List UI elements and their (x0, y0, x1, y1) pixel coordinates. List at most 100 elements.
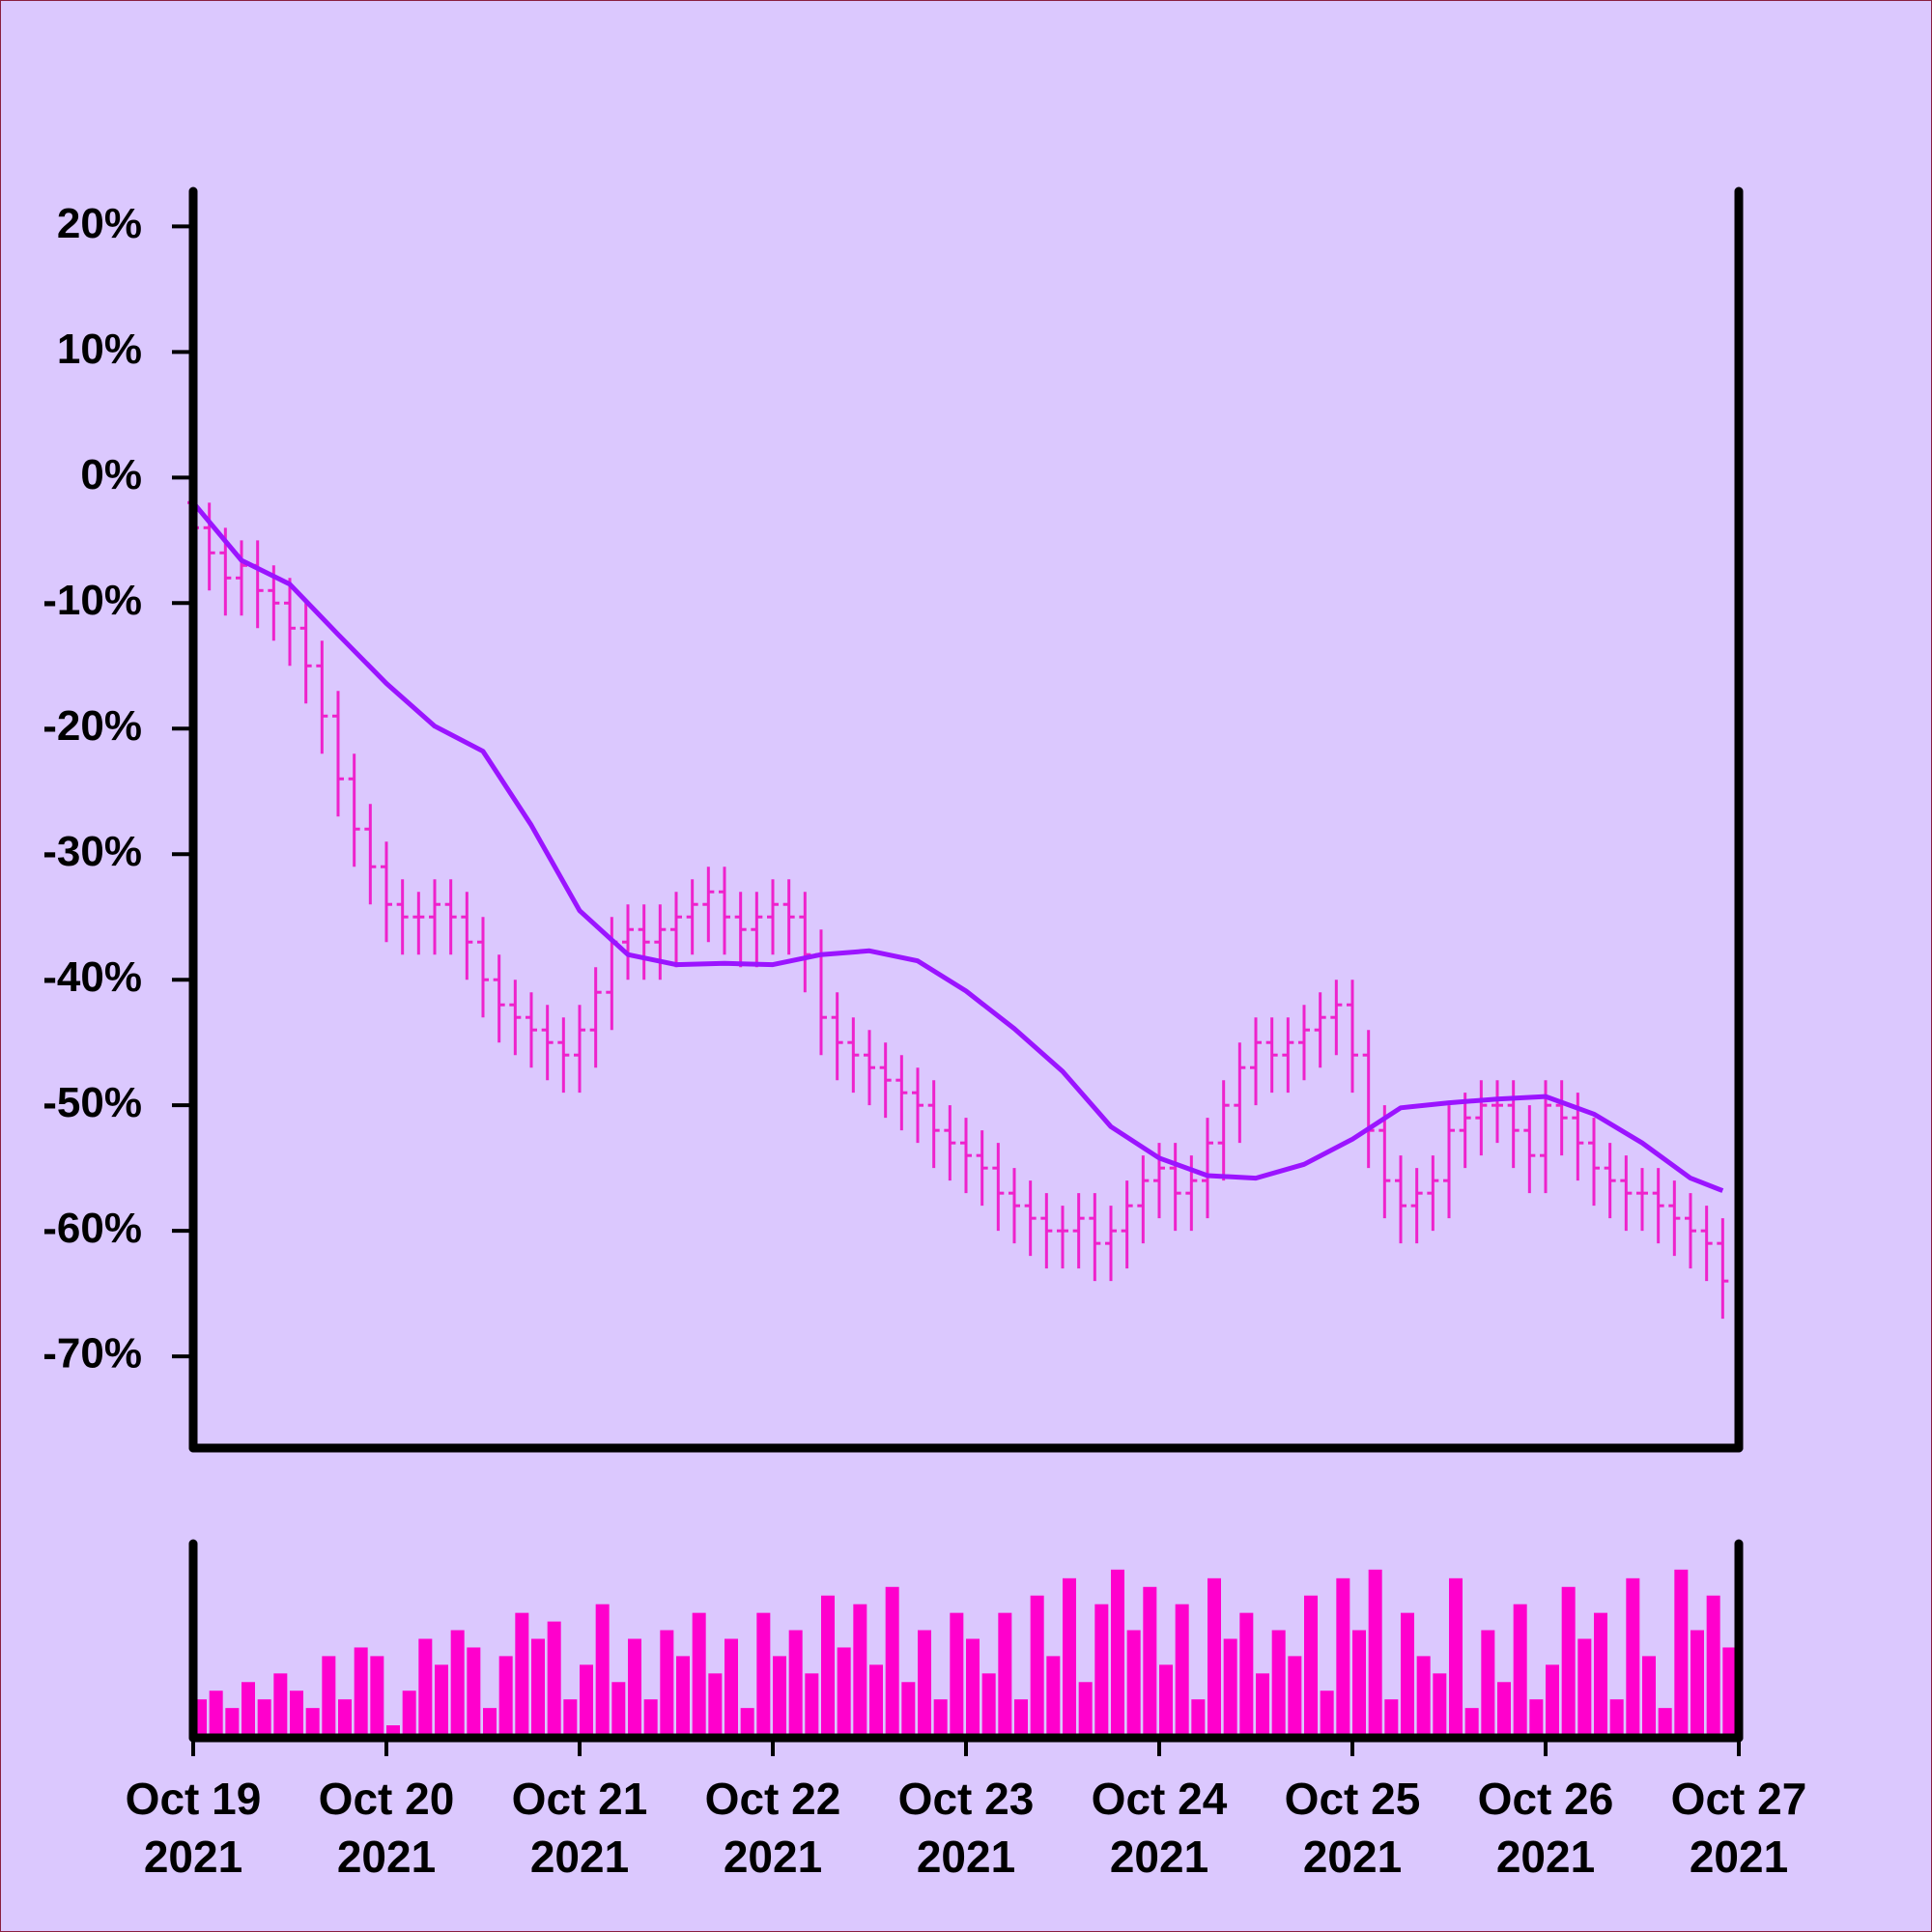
volume-bar (1143, 1586, 1157, 1734)
y-tick-label: 10% (57, 326, 142, 373)
volume-bar (1658, 1708, 1672, 1734)
volume-bar (225, 1708, 240, 1734)
volume-bar (1690, 1630, 1704, 1734)
volume-bar (724, 1638, 738, 1734)
volume-bar (869, 1664, 883, 1734)
volume-bar (563, 1699, 578, 1734)
volume-bar (692, 1612, 706, 1734)
volume-bar (1046, 1656, 1061, 1734)
volume-bar (966, 1638, 980, 1734)
volume-bar (981, 1673, 996, 1734)
volume-bar (950, 1612, 964, 1734)
y-tick-label: 20% (57, 200, 142, 247)
volume-bar (805, 1673, 819, 1734)
volume-bar (1014, 1699, 1028, 1734)
volume-bar (435, 1664, 448, 1734)
volume-bar (1561, 1586, 1576, 1734)
volume-bar (1239, 1612, 1254, 1734)
volume-bar (515, 1612, 529, 1734)
volume-bar (676, 1656, 690, 1734)
volume-bar (1481, 1630, 1495, 1734)
volume-bar (1352, 1630, 1366, 1734)
x-tick-year: 2021 (1496, 1832, 1595, 1882)
volume-bar (547, 1621, 561, 1734)
volume-bar (1722, 1647, 1737, 1734)
volume-bar (1304, 1595, 1318, 1734)
y-tick-label: -20% (43, 702, 142, 750)
volume-bar (628, 1638, 641, 1734)
y-tick-label: -70% (43, 1330, 142, 1378)
x-tick-label: Oct 20 (319, 1774, 455, 1824)
x-tick-label: Oct 22 (705, 1774, 841, 1824)
volume-bar (467, 1647, 481, 1734)
volume-bar (402, 1690, 416, 1734)
volume-bar (1030, 1595, 1044, 1734)
volume-bar (1706, 1595, 1720, 1734)
volume-bar (1497, 1682, 1511, 1734)
volume-bar (1320, 1690, 1334, 1734)
axes (188, 186, 1744, 1743)
volume-bar (837, 1647, 851, 1734)
volume-bar (1271, 1630, 1286, 1734)
volume-bar (1078, 1682, 1093, 1734)
y-tick-label: -50% (43, 1079, 142, 1126)
volume-bar (1111, 1569, 1124, 1734)
volume-bar (660, 1630, 674, 1734)
volume-bar (1384, 1699, 1399, 1734)
volume-bar (595, 1604, 610, 1734)
volume-bar (1594, 1612, 1607, 1734)
volume-bar (273, 1673, 288, 1734)
x-tick-label: Oct 19 (126, 1774, 262, 1824)
volume-bar (918, 1630, 931, 1734)
volume-bar (483, 1708, 497, 1734)
volume-bar (1626, 1577, 1640, 1734)
volume-bar (740, 1708, 754, 1734)
volume-bar (1529, 1699, 1544, 1734)
marks (172, 224, 1741, 1756)
x-tick-label: Oct 24 (1092, 1774, 1228, 1824)
volume-bar (290, 1690, 303, 1734)
volume-bar (1208, 1577, 1221, 1734)
y-tick-label: -10% (43, 577, 142, 624)
volume-bar (1288, 1656, 1302, 1734)
x-tick-label: Oct 26 (1478, 1774, 1614, 1824)
x-tick-year: 2021 (1690, 1832, 1788, 1882)
x-tick-label: Oct 23 (898, 1774, 1035, 1824)
moving-average-line (191, 500, 1724, 1193)
volume-bar (338, 1699, 352, 1734)
y-tick-label: -30% (43, 828, 142, 875)
volume-bar (853, 1604, 867, 1734)
x-tick-year: 2021 (724, 1832, 822, 1882)
y-tick-label: -60% (43, 1205, 142, 1252)
x-tick-label: Oct 25 (1285, 1774, 1421, 1824)
x-tick-label: Oct 21 (512, 1774, 648, 1824)
volume-bar (1159, 1664, 1173, 1734)
volume-bar (209, 1690, 223, 1734)
volume-bar (1336, 1577, 1350, 1734)
volume-bar (708, 1673, 723, 1734)
volume-bar (1674, 1569, 1689, 1734)
volume-bar (418, 1638, 433, 1734)
volume-bar (933, 1699, 948, 1734)
volume-bar (1546, 1664, 1559, 1734)
x-tick-year: 2021 (144, 1832, 242, 1882)
volume-bar (643, 1699, 658, 1734)
volume-bar (531, 1638, 545, 1734)
x-tick-year: 2021 (337, 1832, 436, 1882)
volume-bar (1416, 1656, 1431, 1734)
volume-bar (1094, 1604, 1109, 1734)
volume-bar (386, 1725, 400, 1734)
x-tick-label: Oct 27 (1671, 1774, 1807, 1824)
volume-bar (305, 1708, 320, 1734)
volume-bar (901, 1682, 916, 1734)
volume-bar (998, 1612, 1012, 1734)
volume-bar (498, 1656, 513, 1734)
y-tick-label: -40% (43, 953, 142, 1001)
volume-bar (1368, 1569, 1382, 1734)
volume-bar (1449, 1577, 1463, 1734)
volume-bar (788, 1630, 803, 1734)
volume-bar (1464, 1708, 1479, 1734)
volume-bar (1577, 1638, 1592, 1734)
